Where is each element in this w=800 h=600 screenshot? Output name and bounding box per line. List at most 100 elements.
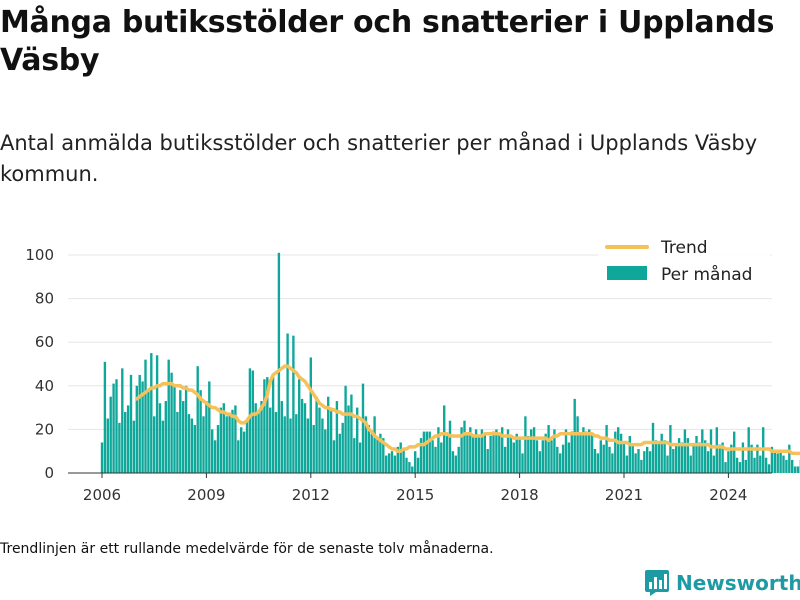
bar: [643, 451, 646, 473]
bar: [367, 425, 370, 473]
bar: [738, 462, 742, 473]
bar: [387, 453, 391, 473]
bar: [416, 457, 420, 473]
bar: [605, 425, 608, 473]
bar: [593, 449, 597, 473]
bar: [292, 335, 295, 473]
bar: [532, 427, 536, 473]
bar: [590, 433, 594, 473]
legend-trend-label: Trend: [660, 238, 708, 258]
bar: [454, 455, 457, 473]
brand-logo: Newsworthy: [644, 568, 800, 598]
bar: [692, 444, 695, 473]
bar: [675, 444, 678, 473]
bar: [770, 446, 774, 473]
bar: [556, 446, 559, 473]
bar: [796, 466, 800, 473]
bar: [744, 459, 747, 473]
bar: [219, 407, 223, 473]
bar: [724, 462, 727, 473]
bar: [654, 440, 658, 473]
bar: [721, 442, 724, 473]
bar: [425, 431, 428, 473]
bar: [524, 416, 527, 473]
bar: [150, 353, 153, 473]
bar: [132, 420, 136, 473]
bar: [106, 418, 109, 473]
bar: [503, 446, 507, 473]
bar: [541, 440, 544, 473]
bar: [176, 411, 179, 473]
bar: [750, 444, 753, 473]
bar: [445, 435, 449, 473]
bar: [422, 431, 426, 473]
bar: [231, 409, 234, 473]
bar: [672, 449, 675, 473]
bar: [741, 442, 745, 473]
bar: [335, 401, 339, 473]
bar: [785, 459, 788, 473]
bar: [570, 431, 573, 473]
bar: [315, 396, 318, 473]
bar: [129, 374, 133, 473]
bar: [274, 411, 278, 473]
bar: [280, 401, 283, 473]
bar: [564, 429, 568, 473]
bar: [637, 449, 640, 473]
bar: [530, 429, 533, 473]
bar: [138, 374, 141, 473]
bar: [689, 455, 692, 473]
bar: [376, 438, 379, 473]
bar: [588, 429, 591, 473]
bar: [147, 390, 150, 473]
bar: [182, 401, 185, 473]
bar: [350, 394, 353, 473]
bar: [414, 451, 417, 473]
bar: [402, 449, 405, 473]
bar: [277, 252, 281, 473]
y-tick-label: 0: [44, 464, 54, 482]
y-tick-label: 40: [35, 377, 54, 395]
y-tick-label: 80: [35, 290, 54, 308]
bar: [118, 422, 121, 473]
bar: [776, 453, 779, 473]
y-tick-label: 20: [35, 420, 54, 438]
grid-lines: [68, 254, 772, 430]
bar-chart-logo-icon: [645, 570, 669, 596]
bar: [228, 414, 231, 473]
bar: [373, 416, 376, 473]
bar: [164, 401, 167, 473]
x-tick-label: 2024: [709, 486, 747, 504]
bar: [733, 431, 736, 473]
bar: [385, 455, 388, 473]
bar: [527, 435, 530, 473]
bar: [361, 383, 365, 473]
axes: 0 20 40 60 80 100 2006 2009 2012 2015 2018 2021 2024: [25, 246, 772, 504]
bar: [263, 379, 266, 473]
bar: [460, 427, 463, 473]
bar: [773, 451, 776, 473]
bar: [245, 420, 249, 473]
bar: [599, 440, 602, 473]
bar: [611, 453, 614, 473]
bar: [561, 444, 565, 473]
bar: [405, 457, 408, 473]
bar: [344, 385, 347, 473]
bar: [286, 333, 289, 473]
bar: [428, 431, 431, 473]
bar: [614, 431, 617, 473]
bar: [651, 422, 655, 473]
bar: [677, 438, 681, 473]
bar: [303, 403, 307, 473]
bar: [509, 435, 513, 473]
bar: [379, 433, 382, 473]
legend-bar-swatch: [607, 266, 647, 280]
bar: [628, 435, 631, 473]
bar: [683, 429, 687, 473]
bar: [535, 440, 539, 473]
bar: [347, 405, 350, 473]
bar: [257, 411, 260, 473]
bar: [329, 407, 333, 473]
bar: [779, 451, 782, 473]
bar: [248, 368, 252, 473]
